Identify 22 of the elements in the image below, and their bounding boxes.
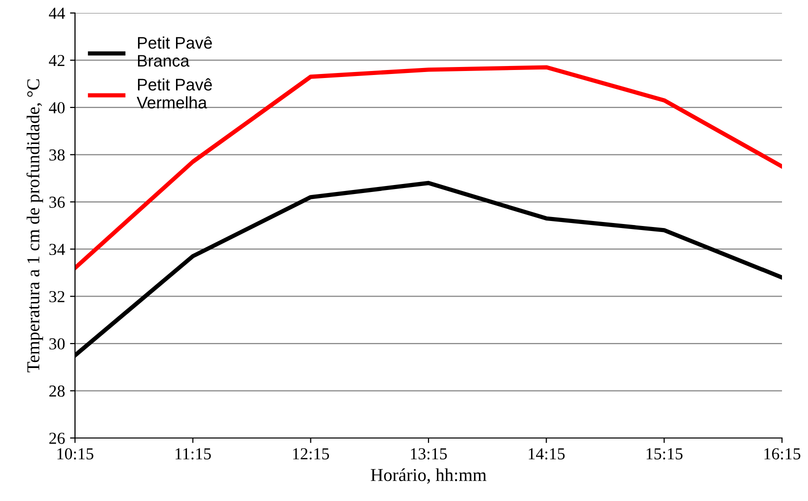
y-tick-label: 28 xyxy=(49,385,65,397)
y-axis-title: Temperatura a 1 cm de profundidade, °C xyxy=(26,79,44,372)
x-tick-label: 12:15 xyxy=(293,448,329,460)
y-tick-label: 38 xyxy=(49,149,65,161)
x-tick-label: 10:15 xyxy=(57,448,94,460)
y-tick-label: 26 xyxy=(49,432,65,444)
y-tick-label: 42 xyxy=(48,54,64,66)
x-tick-label: 16:15 xyxy=(764,448,800,460)
legend-label: Petit Pavê Branca xyxy=(138,36,212,67)
line-series xyxy=(75,65,782,270)
x-axis-title: Horário, hh:mm xyxy=(370,468,486,484)
y-tick-label: 40 xyxy=(48,102,65,114)
x-tick-label: 13:15 xyxy=(410,448,447,460)
x-tick-label: 14:15 xyxy=(528,448,565,460)
y-tick-label: 34 xyxy=(49,244,66,256)
x-tick-label: 15:15 xyxy=(646,448,682,460)
legend-label: Petit Pavê Vermelha xyxy=(136,78,212,109)
y-tick-label: 36 xyxy=(49,196,65,208)
y-tick-label: 30 xyxy=(49,338,65,350)
y-tick-label: 44 xyxy=(48,8,66,19)
x-tick-label: 11:15 xyxy=(176,448,211,460)
y-tick-label: 32 xyxy=(49,291,64,302)
